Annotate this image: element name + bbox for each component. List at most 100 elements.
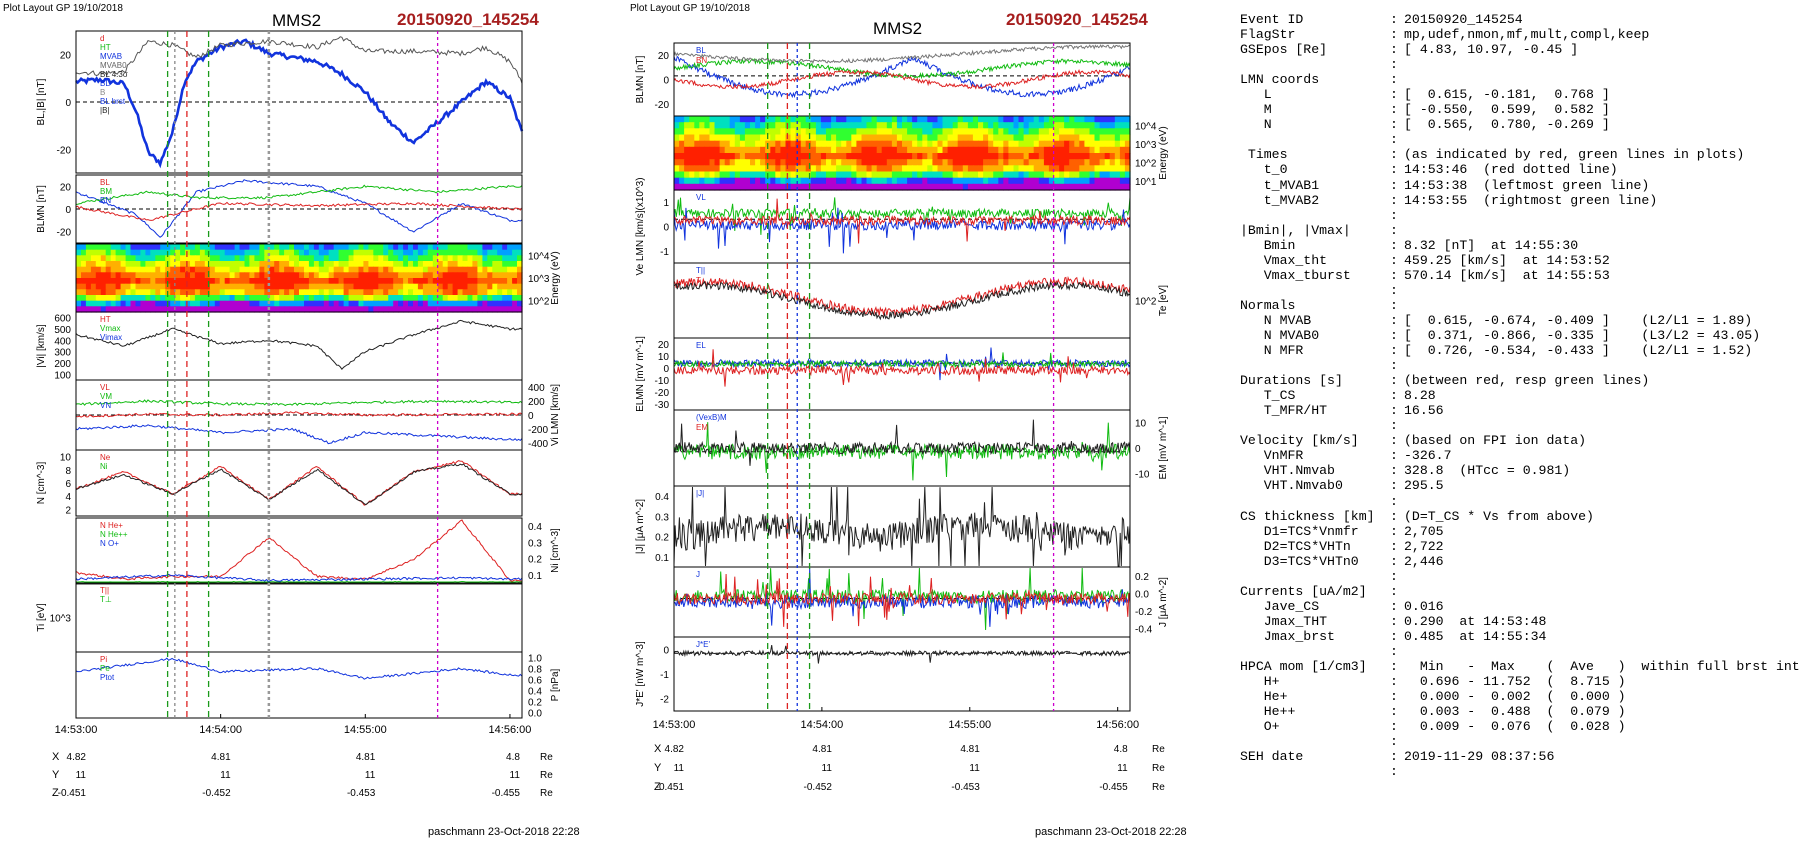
- spectrogram-cell: [719, 134, 726, 142]
- series-VM-line: [673, 197, 1131, 235]
- spectrogram-cell: [790, 177, 797, 185]
- spectrogram-cell: [234, 295, 241, 302]
- spectrogram-cell: [398, 272, 404, 279]
- spectrogram-cell: [348, 266, 355, 273]
- spectrogram-cell: [150, 261, 156, 268]
- spectrogram-cell: [497, 306, 503, 313]
- spectrogram-cell: [199, 295, 206, 302]
- spectrogram-cell: [744, 159, 751, 166]
- spectrogram-cell: [744, 116, 751, 123]
- spectrogram-cell: [358, 295, 365, 302]
- spectrogram-cell: [679, 165, 685, 173]
- spectrogram-cell: [432, 278, 439, 285]
- ephemeris-value: 4.81: [356, 752, 376, 763]
- spectrogram-cell: [1104, 116, 1111, 123]
- spectrogram-cell: [437, 300, 444, 307]
- spectrogram-cell: [383, 272, 389, 279]
- spectrogram-cell: [846, 116, 852, 123]
- spectrogram-cell: [502, 255, 508, 262]
- spectrogram-cell: [739, 116, 746, 123]
- spectrogram-cell: [383, 295, 389, 302]
- spectrogram-cell: [254, 295, 260, 302]
- spectrogram-cell: [284, 249, 290, 256]
- spectrogram-cell: [866, 177, 873, 185]
- spectrogram-cell: [304, 266, 310, 273]
- legend-entry: MVAB: [100, 52, 122, 61]
- spectrogram-cell: [886, 153, 893, 160]
- spectrogram-cell: [689, 134, 695, 142]
- spectrogram-cell: [95, 295, 102, 302]
- spectrogram-cell: [180, 272, 186, 279]
- info-row: GSEpos [Re]:[ 4.83, 10.97, -0.45 ]: [1240, 42, 1800, 57]
- spectrogram-cell: [978, 134, 984, 142]
- spectrogram-cell: [333, 278, 340, 285]
- spectrogram-cell: [284, 306, 290, 313]
- spectrogram-cell: [704, 183, 711, 191]
- y-tick-label: 20: [658, 340, 670, 351]
- spectrogram-cell: [1008, 165, 1015, 173]
- spectrogram-cell: [780, 165, 787, 173]
- spectrogram-cell: [304, 289, 310, 296]
- spectrogram-cell: [219, 306, 226, 313]
- spectrogram-cell: [85, 272, 92, 279]
- spectrogram-cell: [234, 255, 241, 262]
- info-key: D2=TCS*VHTn: [1240, 538, 1351, 554]
- spectrogram-cell: [383, 306, 389, 313]
- spectrogram-cell: [1079, 122, 1085, 129]
- spectrogram-cell: [1124, 177, 1131, 185]
- spectrogram-cell: [408, 261, 414, 268]
- spectrogram-cell: [1104, 171, 1111, 179]
- spectrogram-cell: [841, 177, 847, 185]
- info-colon: :: [1390, 689, 1398, 705]
- spectrogram-cell: [308, 266, 315, 273]
- spectrogram-cell: [1094, 116, 1101, 123]
- spectrogram-cell: [467, 278, 474, 285]
- spectrogram-cell: [110, 295, 117, 302]
- spectrogram-cell: [1028, 146, 1035, 154]
- spectrogram-cell: [1043, 122, 1050, 129]
- spectrogram-cell: [739, 159, 746, 166]
- spectrogram-cell: [1064, 183, 1070, 191]
- spectrogram-cell: [254, 300, 260, 307]
- spectrogram-cell: [1109, 153, 1116, 160]
- info-colon: :: [1390, 358, 1398, 374]
- spectrogram-cell: [338, 244, 345, 251]
- spectrogram-cell: [851, 146, 857, 154]
- spectrogram-cell: [952, 183, 959, 191]
- info-value: -326.7: [1404, 448, 1452, 464]
- spectrogram-cell: [810, 116, 817, 123]
- spectrogram-cell: [512, 295, 518, 302]
- spectrogram-cell: [135, 266, 142, 273]
- spectrogram-cell: [902, 116, 908, 123]
- y-axis-label: Te [eV]: [1158, 285, 1169, 316]
- spectrogram-cell: [815, 134, 822, 142]
- info-value: 14:53:55 (rightmost green line): [1404, 192, 1658, 208]
- spectrogram-cell: [437, 306, 444, 313]
- spectrogram-cell: [155, 249, 161, 256]
- spectrogram-cell: [978, 146, 984, 154]
- spectrogram-cell: [957, 140, 964, 148]
- spectrogram-cell: [952, 159, 959, 166]
- legend-entry: MVAB0: [100, 61, 127, 70]
- spectrogram-cell: [699, 183, 705, 191]
- spectrogram-cell: [912, 146, 918, 154]
- spectrogram-cell: [150, 306, 156, 313]
- spectrogram-cell: [408, 255, 414, 262]
- spectrogram-cell: [1043, 183, 1050, 191]
- spectrogram-cell: [333, 244, 340, 251]
- spectrogram-cell: [160, 306, 166, 313]
- spectrogram-cell: [1074, 183, 1080, 191]
- spectrogram-cell: [150, 244, 156, 251]
- spectrogram-cell: [810, 153, 817, 160]
- ephemeris-value: 4.82: [67, 752, 87, 763]
- info-key: FlagStr: [1240, 27, 1296, 43]
- spectrogram-cell: [110, 289, 117, 296]
- left-header: Plot Layout GP 19/10/2018: [3, 3, 123, 14]
- spectrogram-cell: [856, 134, 863, 142]
- spectrogram-cell: [871, 177, 878, 185]
- spectrogram-cell: [294, 244, 300, 251]
- info-value: [ 0.726, -0.534, -0.433 ] (L2/L1 = 1.52): [1404, 343, 1753, 359]
- spectrogram-cell: [269, 255, 275, 262]
- spectrogram-cell: [770, 128, 776, 136]
- spectrogram-cell: [937, 165, 944, 173]
